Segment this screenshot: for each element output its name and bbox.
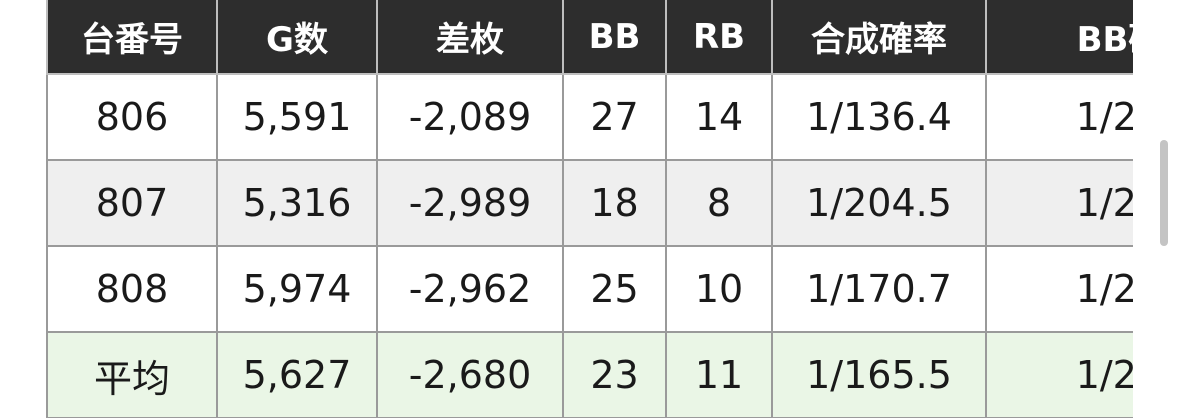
table-cell: -2,989 <box>376 159 564 247</box>
table-cell: 1/241. <box>985 331 1133 418</box>
table-cell: 1/136.4 <box>771 73 987 161</box>
table-cell: 25 <box>562 245 667 333</box>
header-cell[interactable]: 合成確率 <box>771 0 987 75</box>
table-cell: 14 <box>665 73 773 161</box>
table-cell: 1/165.5 <box>771 331 987 418</box>
table-cell: 1/204.5 <box>771 159 987 247</box>
header-cell[interactable]: RB <box>665 0 773 75</box>
table-cell: 1/170.7 <box>771 245 987 333</box>
table-cell: 23 <box>562 331 667 418</box>
table-cell: 807 <box>46 159 218 247</box>
table-cell: 806 <box>46 73 218 161</box>
table-cell: 1/207. <box>985 73 1133 161</box>
table-cell: 27 <box>562 73 667 161</box>
table-cell: 11 <box>665 331 773 418</box>
header-cell[interactable]: 台番号 <box>46 0 218 75</box>
scrollbar[interactable] <box>1160 140 1168 246</box>
table-cell: 平均 <box>46 331 218 418</box>
table-cell: 5,591 <box>216 73 378 161</box>
table-cell: 5,974 <box>216 245 378 333</box>
table-cell: 10 <box>665 245 773 333</box>
header-cell[interactable]: 差枚 <box>376 0 564 75</box>
table-cell: 5,316 <box>216 159 378 247</box>
header-cell[interactable]: BB <box>562 0 667 75</box>
table-cell: 5,627 <box>216 331 378 418</box>
header-cell[interactable]: BB確率 <box>985 0 1133 75</box>
table-viewport: 台番号G数差枚BBRB合成確率BB確率 8065,591-2,08927141/… <box>46 0 1133 418</box>
table-cell: 8 <box>665 159 773 247</box>
table-cell: 1/239. <box>985 245 1133 333</box>
table-cell: -2,680 <box>376 331 564 418</box>
table-cell: 18 <box>562 159 667 247</box>
table-cell: -2,962 <box>376 245 564 333</box>
data-table: 台番号G数差枚BBRB合成確率BB確率 8065,591-2,08927141/… <box>46 0 1133 418</box>
table-cell: 808 <box>46 245 218 333</box>
table-cell: 1/295. <box>985 159 1133 247</box>
table-cell: -2,089 <box>376 73 564 161</box>
header-row: 台番号G数差枚BBRB合成確率BB確率 <box>46 0 1133 75</box>
header-cell[interactable]: G数 <box>216 0 378 75</box>
